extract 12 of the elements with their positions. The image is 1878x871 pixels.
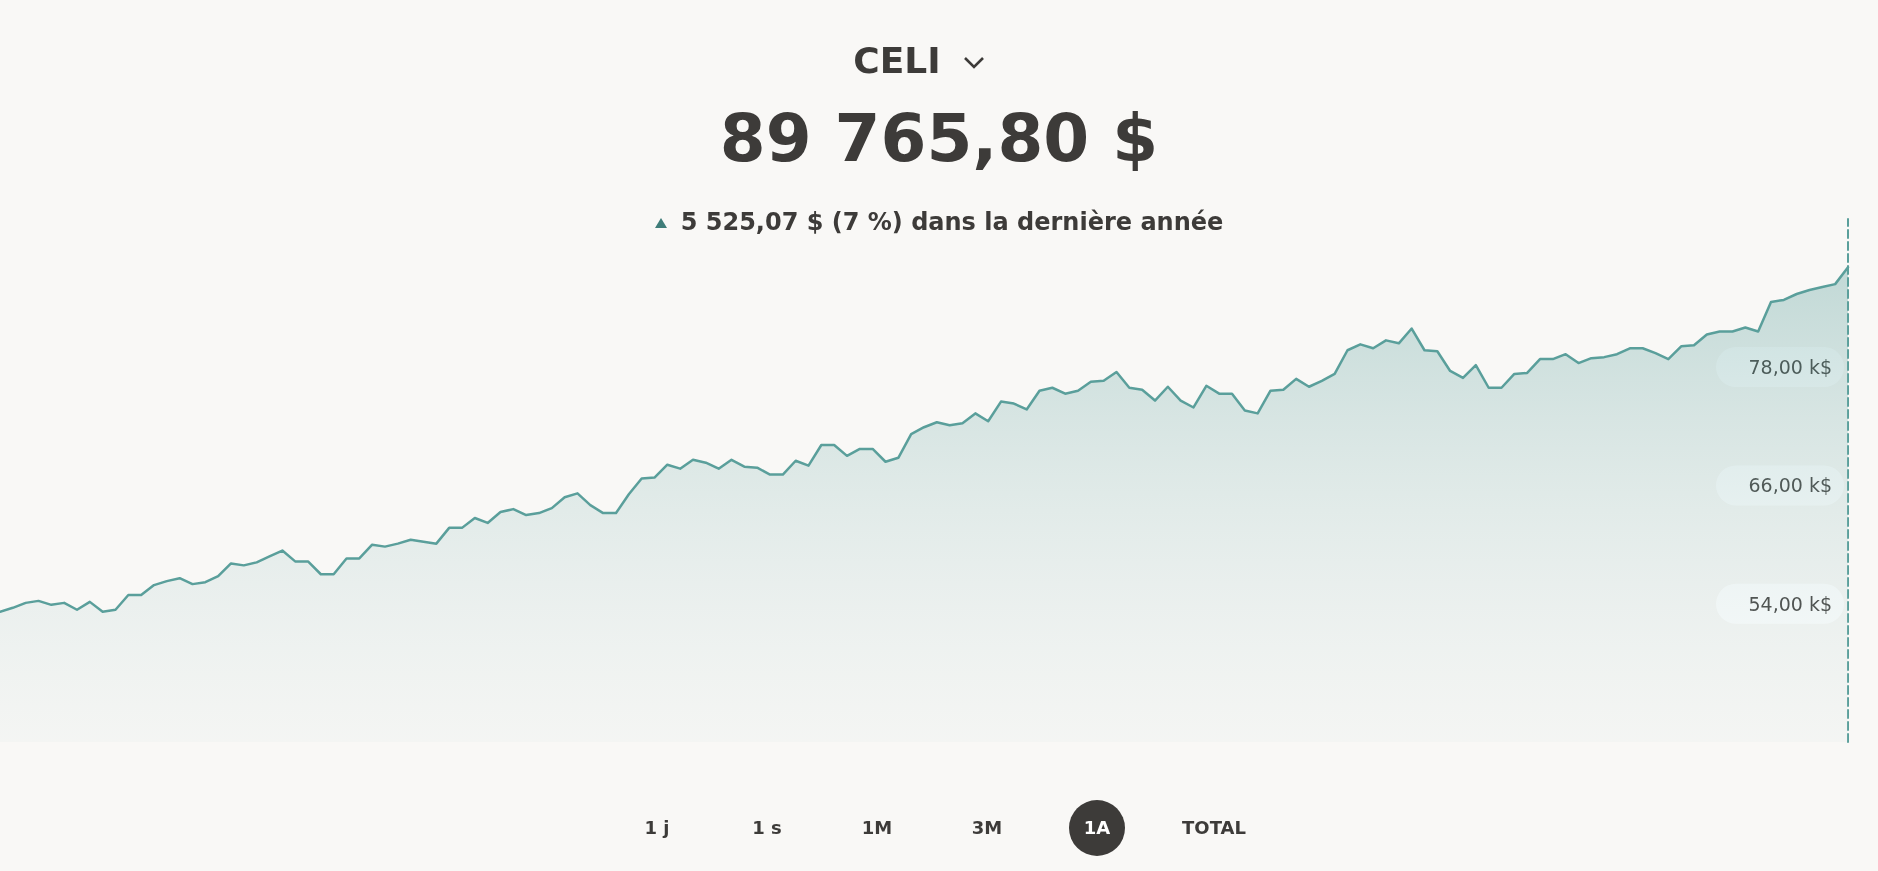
- text: TOTAL: [1181, 816, 1247, 840]
- chart-title: CELI: [853, 40, 941, 81]
- chart-subtitle: 89 765,80 $: [718, 100, 1160, 177]
- y-tick-label: 54,00 k$: [1748, 592, 1832, 615]
- y-tick-label: 66,00 k$: [1748, 474, 1832, 497]
- text: 1A: [1069, 800, 1125, 856]
- text: 1 s: [751, 816, 783, 840]
- y-tick-label: 78,00 k$: [1748, 356, 1832, 379]
- text: 1 j: [643, 816, 671, 840]
- text: 3M: [970, 816, 1004, 840]
- text: 1M: [860, 816, 894, 840]
- annotation: 5 525,07 $ (7 %) dans la dernière année: [680, 208, 1224, 236]
